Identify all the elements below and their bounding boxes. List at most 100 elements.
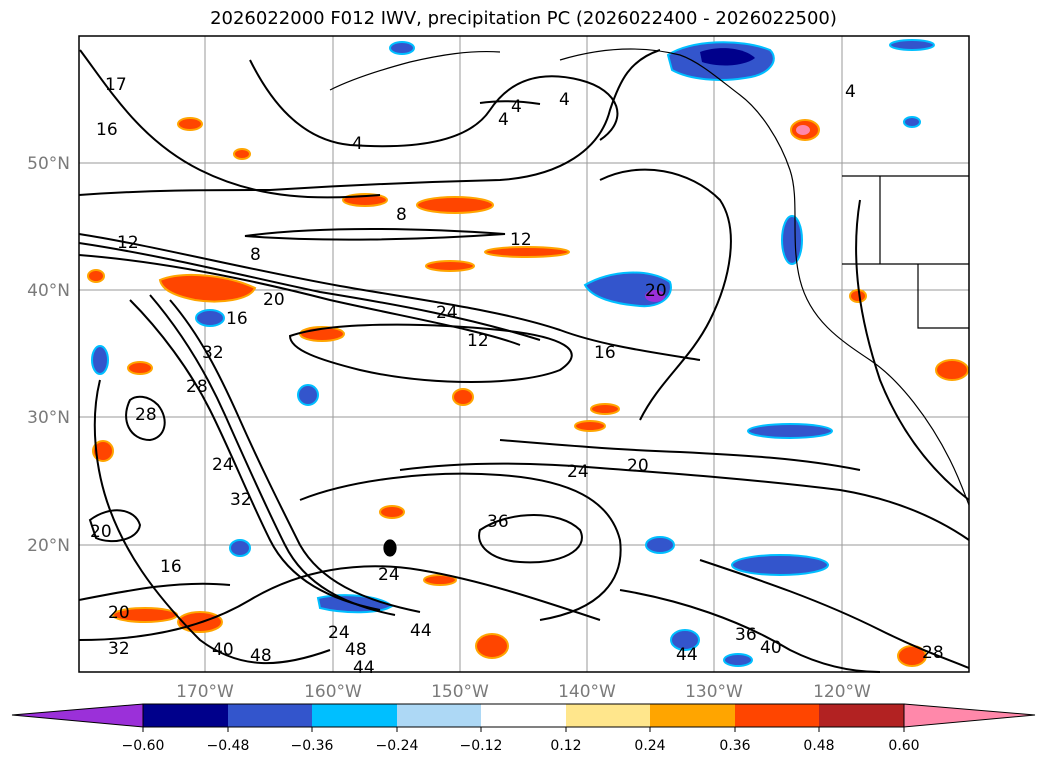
iwv-contour-line bbox=[288, 323, 573, 383]
colorbar-bin bbox=[143, 704, 228, 727]
lat-label: 30°N bbox=[27, 408, 70, 428]
iwv-contour-line bbox=[399, 462, 970, 541]
iwv-contour-line bbox=[78, 582, 231, 601]
map-plot-area bbox=[78, 35, 970, 673]
precip-patch bbox=[645, 290, 665, 302]
colorbar-bin bbox=[228, 704, 312, 727]
contour-label: 36 bbox=[487, 512, 509, 532]
lat-label: 40°N bbox=[27, 281, 70, 301]
iwv-contour-line bbox=[855, 199, 970, 501]
precip-patch bbox=[233, 148, 251, 160]
colorbar-tick-label: −0.12 bbox=[460, 738, 503, 754]
iwv-contour-line bbox=[299, 472, 622, 621]
coastline-path bbox=[559, 48, 970, 506]
lon-label: 170°W bbox=[176, 682, 234, 702]
coastline-path bbox=[329, 51, 501, 91]
contour-label: 16 bbox=[594, 343, 616, 363]
contour-label: 24 bbox=[212, 455, 234, 475]
precip-patch bbox=[389, 41, 415, 55]
colorbar-tick-label: −0.24 bbox=[376, 738, 419, 754]
iwv-contour-line bbox=[78, 242, 541, 341]
iwv-contour-line bbox=[479, 100, 541, 105]
colorbar-extend-high bbox=[903, 703, 1036, 728]
contour-label: 32 bbox=[230, 490, 252, 510]
iwv-contours bbox=[78, 49, 970, 673]
graticule bbox=[79, 36, 969, 672]
colorbar-bin bbox=[819, 704, 904, 727]
colorbar-tick-label: −0.48 bbox=[207, 738, 250, 754]
lon-label: 160°W bbox=[304, 682, 362, 702]
contour-label: 24 bbox=[328, 623, 350, 643]
iwv-contour-line bbox=[249, 59, 619, 148]
precip-patch bbox=[645, 536, 675, 554]
colorbar-extend-low bbox=[11, 703, 144, 728]
contour-label: 20 bbox=[627, 456, 649, 476]
precip-patch bbox=[731, 554, 829, 576]
precip-patch bbox=[177, 117, 203, 131]
contour-label: 17 bbox=[105, 75, 127, 95]
colorbar-tick-label: 0.24 bbox=[634, 738, 665, 754]
contour-label: 4 bbox=[845, 82, 856, 102]
iwv-contour-line bbox=[78, 233, 701, 361]
precip-patch bbox=[574, 420, 606, 432]
iwv-contour-line bbox=[125, 395, 166, 442]
lon-label: 120°W bbox=[813, 682, 871, 702]
iwv-contour-line bbox=[93, 379, 331, 665]
iwv-contour-line bbox=[699, 559, 970, 669]
precip-patch bbox=[700, 48, 755, 66]
colorbar-ticks bbox=[142, 727, 905, 732]
precip-patch bbox=[935, 359, 969, 381]
precip-patch bbox=[195, 309, 225, 327]
precip-patch bbox=[781, 215, 803, 265]
colorbar: −0.60 −0.48 −0.36 −0.24 −0.12 0.12 0.24 … bbox=[11, 703, 1036, 754]
precip-patch bbox=[87, 269, 105, 283]
precip-patch bbox=[229, 539, 251, 557]
contour-label: 24 bbox=[436, 303, 458, 323]
lon-label: 150°W bbox=[431, 682, 489, 702]
contour-label: 40 bbox=[212, 640, 234, 660]
iwv-contour-line bbox=[149, 294, 396, 616]
colorbar-bin bbox=[312, 704, 397, 727]
iwv-contour-line bbox=[169, 299, 421, 613]
contour-label: 4 bbox=[559, 90, 570, 110]
precip-patch bbox=[889, 39, 935, 51]
contour-label: 12 bbox=[467, 331, 489, 351]
contour-label: 12 bbox=[117, 233, 139, 253]
contour-labels: 4 4 4 4 16 17 12 8 8 12 20 24 12 16 16 2… bbox=[90, 75, 944, 678]
iwv-contour-line bbox=[244, 228, 506, 241]
precip-patch bbox=[452, 388, 474, 406]
precip-patch bbox=[897, 645, 927, 667]
colorbar-bin bbox=[650, 704, 735, 727]
precip-patch bbox=[127, 361, 153, 375]
colorbar-bin bbox=[735, 704, 819, 727]
contour-label: 20 bbox=[108, 603, 130, 623]
precip-patch bbox=[297, 384, 319, 406]
colorbar-tick-label: 0.48 bbox=[803, 738, 834, 754]
iwv-contour-line bbox=[619, 589, 881, 673]
iwv-contour-line bbox=[499, 439, 861, 471]
iwv-contour-line bbox=[88, 509, 142, 543]
lon-label: 140°W bbox=[558, 682, 616, 702]
iwv-contour-line bbox=[478, 514, 583, 564]
contour-label: 12 bbox=[510, 230, 532, 250]
precip-patch bbox=[747, 423, 833, 439]
precip-patch bbox=[849, 289, 867, 303]
iwv-contour-line bbox=[129, 299, 381, 611]
contour-label: 20 bbox=[645, 281, 667, 301]
contour-label: 28 bbox=[186, 377, 208, 397]
contour-label: 20 bbox=[263, 290, 285, 310]
precip-patch bbox=[425, 260, 475, 272]
state-border bbox=[842, 175, 969, 329]
contour-label: 24 bbox=[378, 565, 400, 585]
contour-label: 48 bbox=[250, 646, 272, 666]
iwv-contour-line bbox=[78, 565, 601, 641]
lon-labels: 170°W 160°W 150°W 140°W 130°W 120°W bbox=[176, 682, 871, 702]
iwv-contour-line bbox=[78, 254, 521, 346]
colorbar-bin bbox=[481, 704, 566, 727]
hawaii-island bbox=[383, 539, 397, 557]
map-frame bbox=[78, 35, 970, 673]
precip-patch bbox=[590, 403, 620, 415]
lat-label: 50°N bbox=[27, 154, 70, 174]
contour-label: 4 bbox=[498, 110, 509, 130]
contour-label: 4 bbox=[511, 97, 522, 117]
